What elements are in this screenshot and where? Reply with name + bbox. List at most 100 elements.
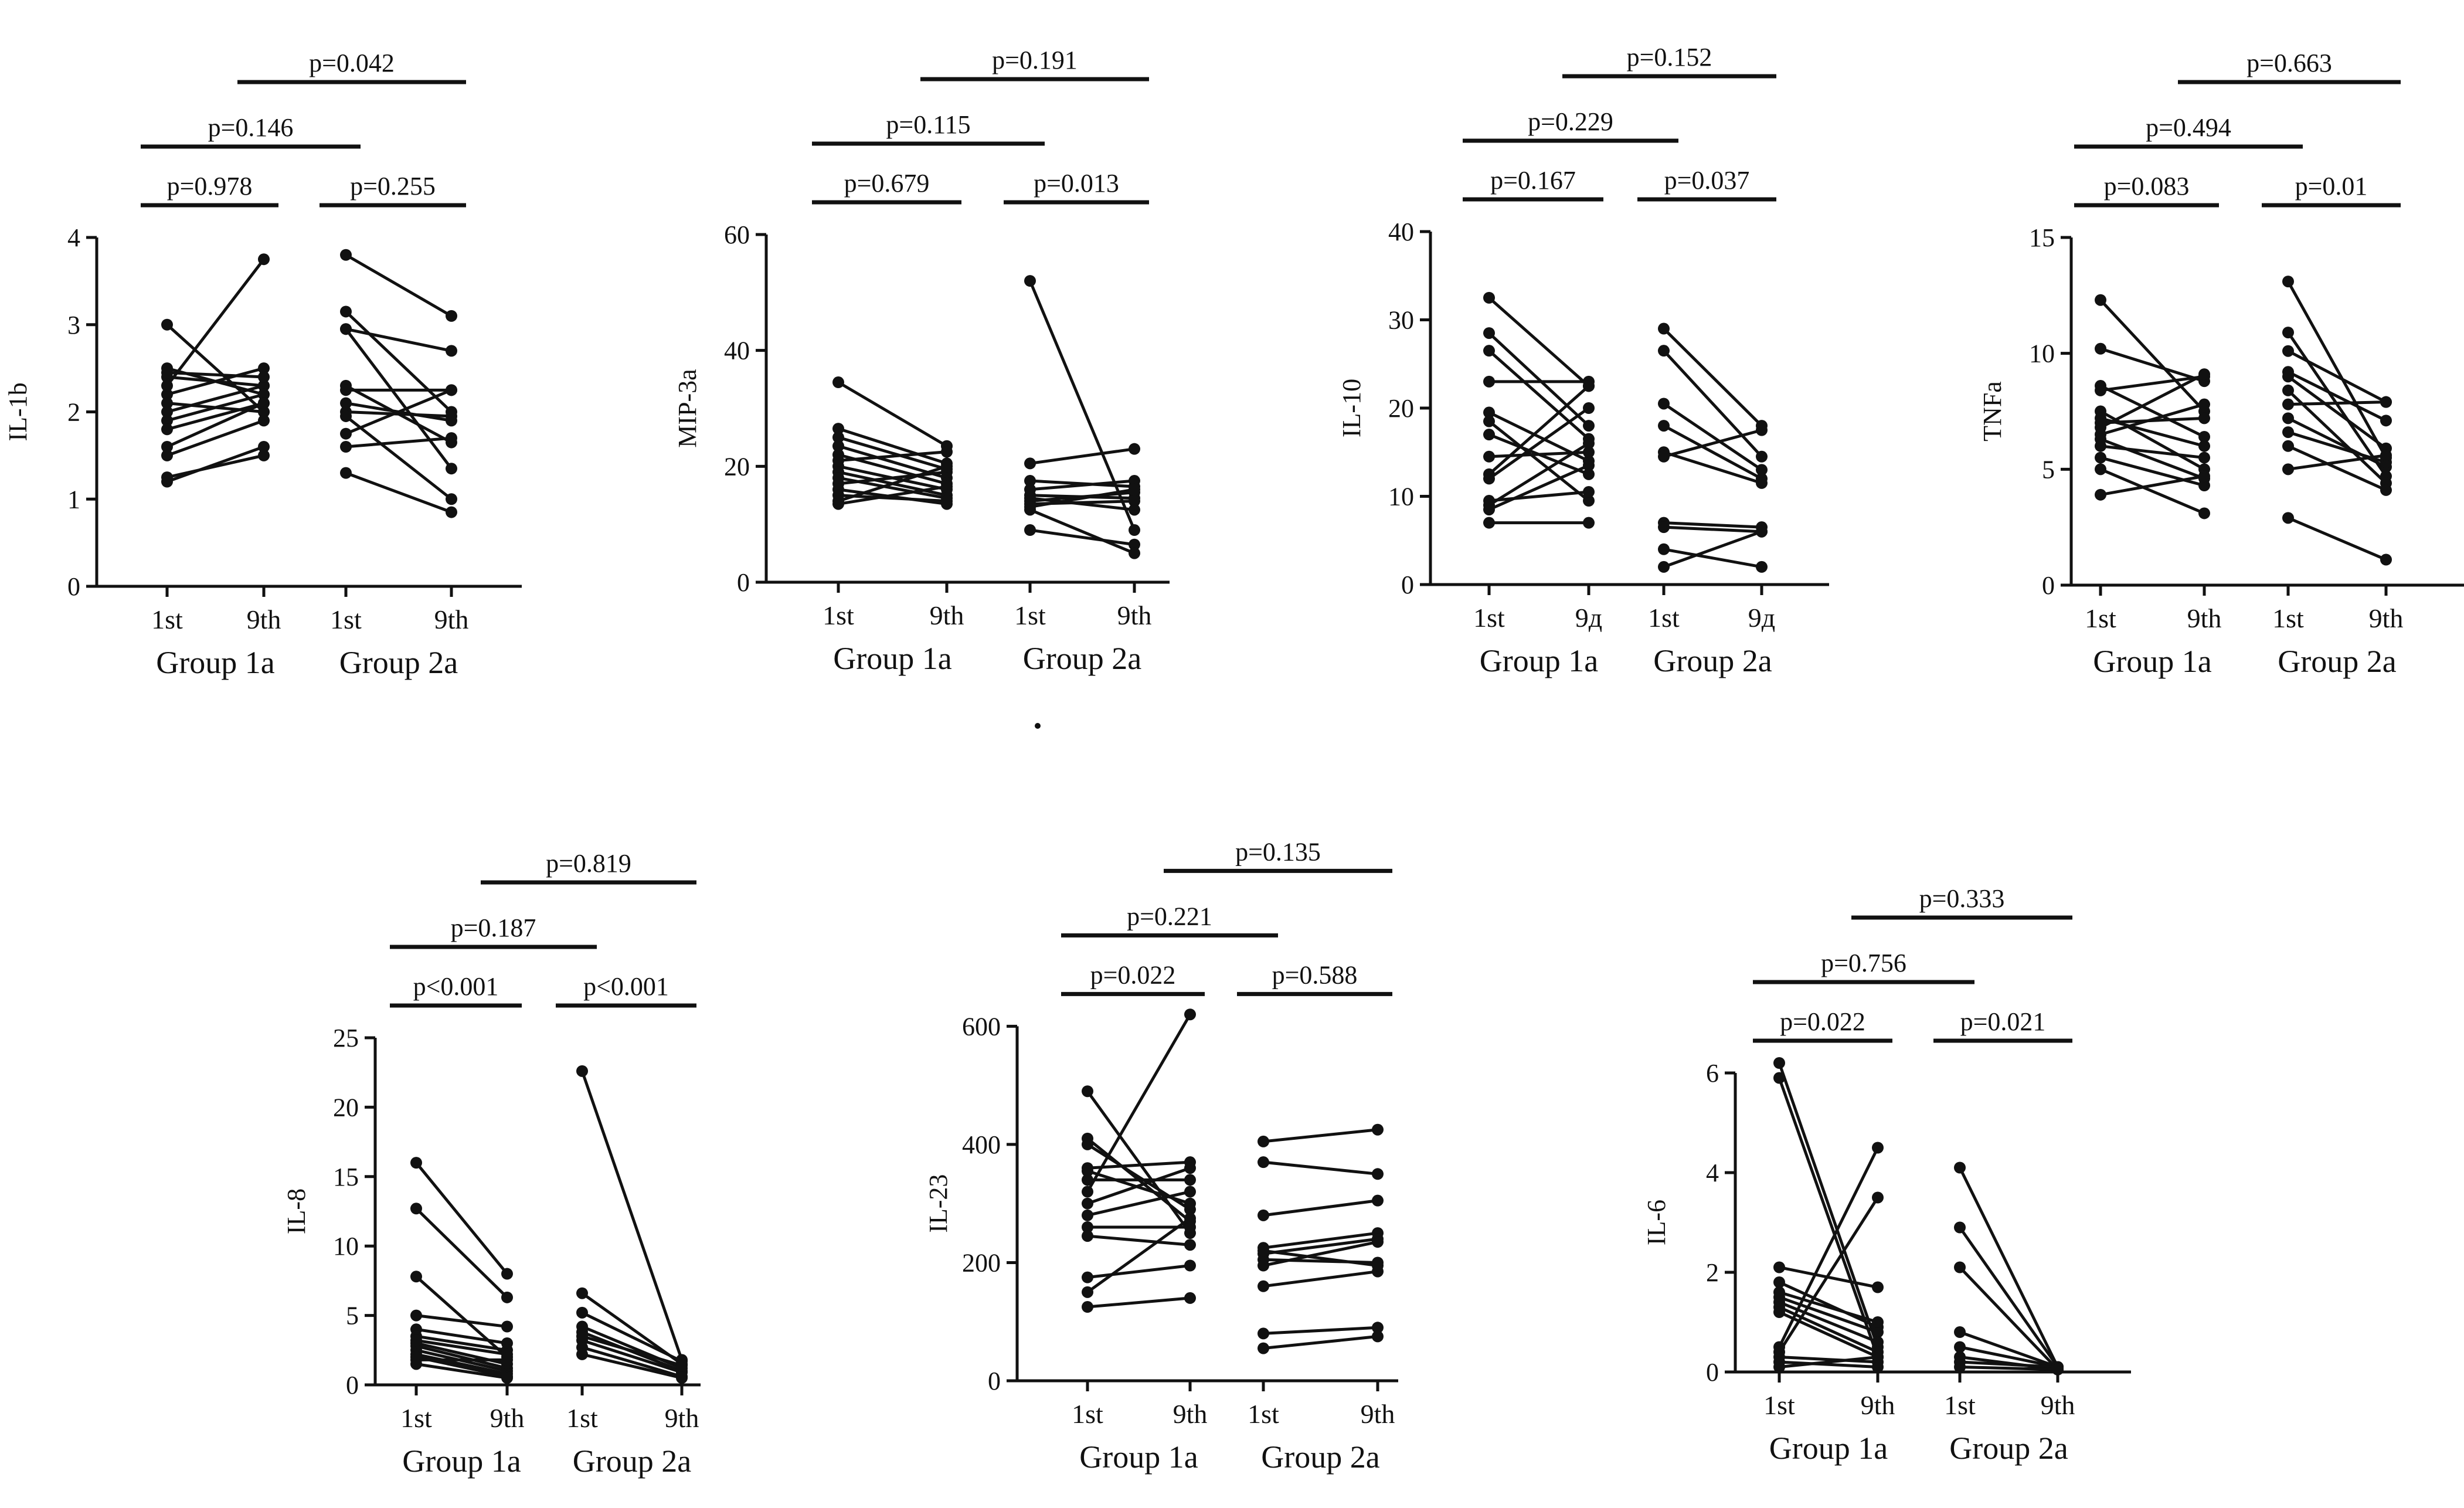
paired-line: [1663, 402, 1763, 471]
paired-line: [2287, 371, 2387, 422]
paired-line: [582, 1346, 682, 1378]
data-point: [1184, 1008, 1196, 1021]
chart-panel-mip-3a: 0 20 40 60 1st 9th 1st 9th Group 1a Group 2a MIP-3…: [673, 46, 1170, 676]
chart-panel-il-23: 0 200 400 600 1st 9th 1st 9th Group 1a Group 2a IL…: [924, 837, 1398, 1475]
group-label: Group 2a: [1653, 643, 1772, 678]
data-point: [1954, 1261, 1966, 1273]
data-point: [1954, 1361, 1966, 1373]
y-tick-label: 15: [2029, 223, 2055, 252]
data-point: [410, 1334, 422, 1347]
y-tick-label: 200: [962, 1248, 1001, 1277]
data-point: [1756, 464, 1768, 476]
data-point: [258, 379, 270, 392]
paired-line: [1029, 528, 1135, 546]
paired-line: [166, 445, 264, 483]
data-point: [1129, 483, 1140, 495]
y-tick-label: 0: [988, 1367, 1001, 1395]
x-category-label: 9th: [1173, 1399, 1208, 1429]
paired-line: [416, 1353, 508, 1375]
paired-line: [2100, 347, 2205, 383]
data-point: [340, 427, 352, 440]
y-tick-label: 4: [67, 223, 80, 252]
paired-line: [416, 1327, 508, 1345]
data-point: [1773, 1057, 1785, 1069]
paired-line: [345, 415, 453, 501]
data-point: [1583, 437, 1595, 450]
paired-line: [838, 485, 947, 506]
p-value-label: p=0.042: [309, 49, 395, 77]
y-tick-label: 0: [737, 568, 750, 597]
data-point: [2198, 412, 2210, 424]
x-category-label: 1st: [2272, 603, 2304, 633]
data-point: [1258, 1135, 1269, 1147]
data-point: [1483, 345, 1495, 357]
group-label: Group 1a: [156, 645, 274, 680]
p-value-label: p=0.255: [350, 172, 436, 201]
paired-line: [1778, 1310, 1879, 1358]
data-point: [1082, 1209, 1093, 1221]
data-point: [258, 388, 270, 400]
data-point: [1658, 345, 1670, 357]
group-label: Group 1a: [2093, 644, 2211, 679]
data-point: [258, 371, 270, 383]
data-point: [832, 440, 844, 452]
paired-line: [1778, 1147, 1880, 1348]
data-point: [1184, 1186, 1196, 1198]
data-point: [1184, 1212, 1196, 1224]
x-category-label: 1st: [1072, 1399, 1103, 1429]
paired-line: [166, 419, 264, 457]
data-point: [161, 415, 173, 427]
data-point: [1258, 1245, 1269, 1257]
y-axis-title: IL-8: [282, 1188, 311, 1234]
paired-line: [415, 1275, 508, 1358]
data-point: [1583, 380, 1595, 392]
x-category-label: 1st: [1648, 603, 1680, 633]
data-point: [1954, 1161, 1966, 1174]
paired-line: [1087, 1190, 1191, 1217]
paired-line: [582, 1353, 682, 1380]
data-point: [340, 410, 352, 422]
data-point: [161, 423, 173, 436]
data-point: [1583, 459, 1595, 471]
paired-line: [2287, 389, 2387, 484]
data-point: [1773, 1072, 1785, 1084]
data-point: [2282, 371, 2294, 383]
y-tick-label: 40: [1388, 218, 1414, 246]
data-point: [2095, 412, 2106, 424]
x-category-label: 9th: [1361, 1399, 1395, 1429]
paired-line: [1263, 1160, 1378, 1176]
data-point: [501, 1348, 513, 1360]
x-category-label: 1st: [1944, 1390, 1976, 1420]
data-point: [340, 397, 352, 409]
paired-line: [166, 384, 264, 413]
group-label: Group 2a: [339, 645, 458, 680]
y-tick-label: 15: [333, 1163, 359, 1191]
data-point: [1082, 1221, 1093, 1233]
data-point: [2380, 415, 2392, 427]
data-point: [2380, 553, 2392, 566]
data-point: [1583, 517, 1595, 529]
data-point: [340, 441, 352, 453]
x-category-label: 9th: [434, 604, 469, 634]
data-point: [832, 423, 844, 435]
paired-line: [166, 402, 265, 449]
data-point: [258, 397, 270, 409]
paired-line: [416, 1314, 508, 1329]
data-point: [340, 384, 352, 396]
data-point: [161, 318, 173, 331]
data-point: [2198, 451, 2210, 464]
data-point: [1583, 446, 1595, 458]
x-category-label: 1st: [330, 604, 362, 634]
paired-line: [582, 1334, 682, 1367]
data-point: [576, 1065, 588, 1077]
data-point: [1129, 547, 1140, 559]
paired-line: [1029, 447, 1135, 465]
y-tick-label: 3: [67, 311, 80, 339]
data-point: [1583, 402, 1595, 414]
group-label: Group 2a: [573, 1444, 691, 1479]
data-point: [1129, 443, 1140, 455]
data-point: [1372, 1236, 1384, 1248]
data-point: [1954, 1326, 1966, 1338]
